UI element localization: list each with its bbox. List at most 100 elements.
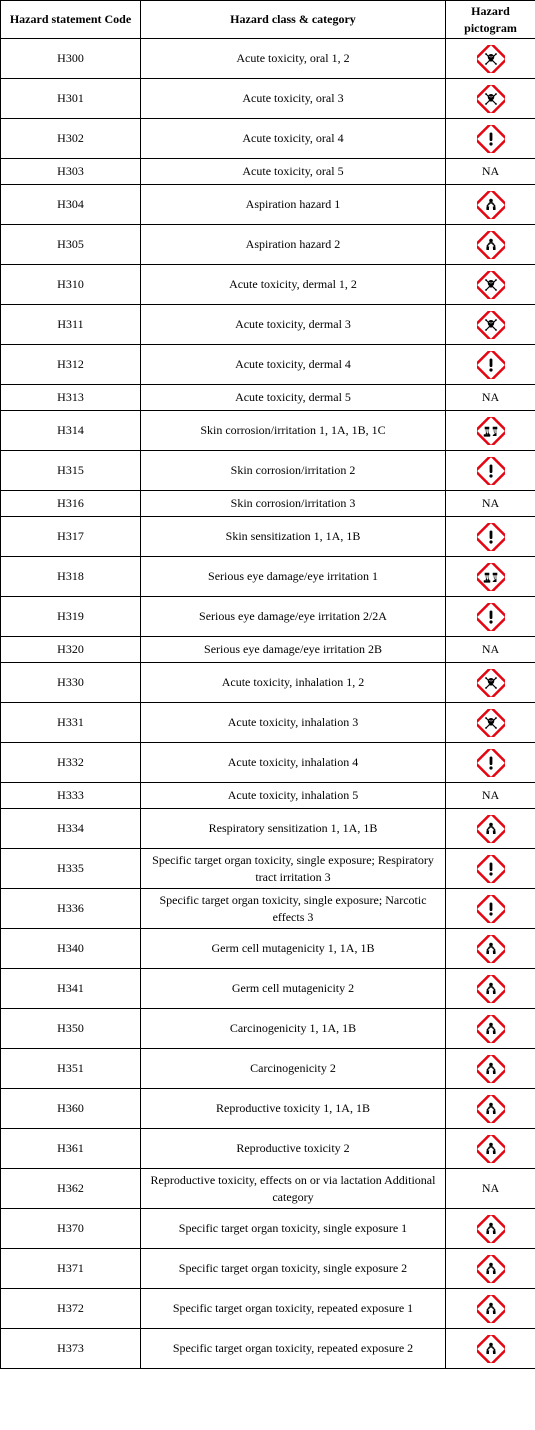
cell-code: H314 [1,411,141,451]
cell-code: H361 [1,1129,141,1169]
cell-code: H318 [1,557,141,597]
cell-category: Carcinogenicity 2 [141,1049,446,1089]
table-row: H315Skin corrosion/irritation 2 [1,451,535,491]
cell-pictogram [446,969,535,1009]
cell-code: H350 [1,1009,141,1049]
cell-code: H316 [1,491,141,517]
cell-category: Skin corrosion/irritation 2 [141,451,446,491]
cell-pictogram [446,929,535,969]
cell-code: H317 [1,517,141,557]
table-header-row: Hazard statement Code Hazard class & cat… [1,1,535,39]
cell-category: Skin sensitization 1, 1A, 1B [141,517,446,557]
cell-category: Acute toxicity, oral 4 [141,119,446,159]
header-code: Hazard statement Code [1,1,141,39]
cell-category: Acute toxicity, oral 1, 2 [141,39,446,79]
cell-pictogram [446,557,535,597]
cell-category: Germ cell mutagenicity 2 [141,969,446,1009]
table-row: H360Reproductive toxicity 1, 1A, 1B [1,1089,535,1129]
cell-code: H300 [1,39,141,79]
cell-code: H333 [1,783,141,809]
cell-pictogram [446,39,535,79]
table-row: H351Carcinogenicity 2 [1,1049,535,1089]
cell-code: H301 [1,79,141,119]
health-icon [477,1135,505,1163]
cell-pictogram [446,809,535,849]
health-icon [477,1255,505,1283]
table-row: H372Specific target organ toxicity, repe… [1,1289,535,1329]
table-row: H333Acute toxicity, inhalation 5NA [1,783,535,809]
cell-pictogram [446,79,535,119]
health-icon [477,1055,505,1083]
table-row: H336Specific target organ toxicity, sing… [1,889,535,929]
health-icon [477,231,505,259]
table-row: H318Serious eye damage/eye irritation 1 [1,557,535,597]
table-row: H313Acute toxicity, dermal 5NA [1,385,535,411]
table-row: H310Acute toxicity, dermal 1, 2 [1,265,535,305]
table-row: H331Acute toxicity, inhalation 3 [1,703,535,743]
cell-category: Specific target organ toxicity, single e… [141,889,446,929]
cell-pictogram [446,663,535,703]
health-icon [477,1295,505,1323]
cell-code: H362 [1,1169,141,1209]
cell-code: H373 [1,1329,141,1369]
cell-pictogram [446,411,535,451]
exclaim-icon [477,603,505,631]
exclaim-icon [477,125,505,153]
table-row: H304Aspiration hazard 1 [1,185,535,225]
cell-category: Serious eye damage/eye irritation 2B [141,637,446,663]
exclaim-icon [477,895,505,923]
table-row: H319Serious eye damage/eye irritation 2/… [1,597,535,637]
table-row: H314Skin corrosion/irritation 1, 1A, 1B,… [1,411,535,451]
exclaim-icon [477,855,505,883]
cell-code: H320 [1,637,141,663]
cell-category: Carcinogenicity 1, 1A, 1B [141,1009,446,1049]
table-row: H317Skin sensitization 1, 1A, 1B [1,517,535,557]
cell-pictogram [446,119,535,159]
cell-pictogram: NA [446,491,535,517]
table-row: H361Reproductive toxicity 2 [1,1129,535,1169]
skull-icon [477,311,505,339]
table-row: H301Acute toxicity, oral 3 [1,79,535,119]
cell-code: H304 [1,185,141,225]
table-row: H341Germ cell mutagenicity 2 [1,969,535,1009]
cell-category: Specific target organ toxicity, repeated… [141,1289,446,1329]
cell-category: Reproductive toxicity 2 [141,1129,446,1169]
table-row: H303Acute toxicity, oral 5NA [1,159,535,185]
cell-code: H330 [1,663,141,703]
cell-category: Skin corrosion/irritation 1, 1A, 1B, 1C [141,411,446,451]
cell-category: Serious eye damage/eye irritation 2/2A [141,597,446,637]
table-row: H371Specific target organ toxicity, sing… [1,1249,535,1289]
cell-pictogram [446,517,535,557]
table-row: H316Skin corrosion/irritation 3NA [1,491,535,517]
cell-pictogram [446,1329,535,1369]
cell-category: Specific target organ toxicity, single e… [141,849,446,889]
cell-category: Specific target organ toxicity, repeated… [141,1329,446,1369]
cell-category: Acute toxicity, dermal 5 [141,385,446,411]
table-row: H373Specific target organ toxicity, repe… [1,1329,535,1369]
cell-pictogram: NA [446,1169,535,1209]
health-icon [477,815,505,843]
table-row: H340Germ cell mutagenicity 1, 1A, 1B [1,929,535,969]
cell-pictogram: NA [446,637,535,663]
table-row: H330Acute toxicity, inhalation 1, 2 [1,663,535,703]
cell-pictogram [446,743,535,783]
health-icon [477,1335,505,1363]
cell-code: H336 [1,889,141,929]
table-row: H300Acute toxicity, oral 1, 2 [1,39,535,79]
cell-code: H319 [1,597,141,637]
exclaim-icon [477,351,505,379]
table-row: H311Acute toxicity, dermal 3 [1,305,535,345]
health-icon [477,935,505,963]
cell-code: H302 [1,119,141,159]
cell-category: Acute toxicity, inhalation 3 [141,703,446,743]
cell-code: H372 [1,1289,141,1329]
cell-pictogram [446,597,535,637]
cell-category: Aspiration hazard 2 [141,225,446,265]
cell-category: Aspiration hazard 1 [141,185,446,225]
cell-pictogram [446,451,535,491]
cell-pictogram [446,889,535,929]
health-icon [477,1095,505,1123]
table-row: H302Acute toxicity, oral 4 [1,119,535,159]
cell-code: H335 [1,849,141,889]
health-icon [477,975,505,1003]
